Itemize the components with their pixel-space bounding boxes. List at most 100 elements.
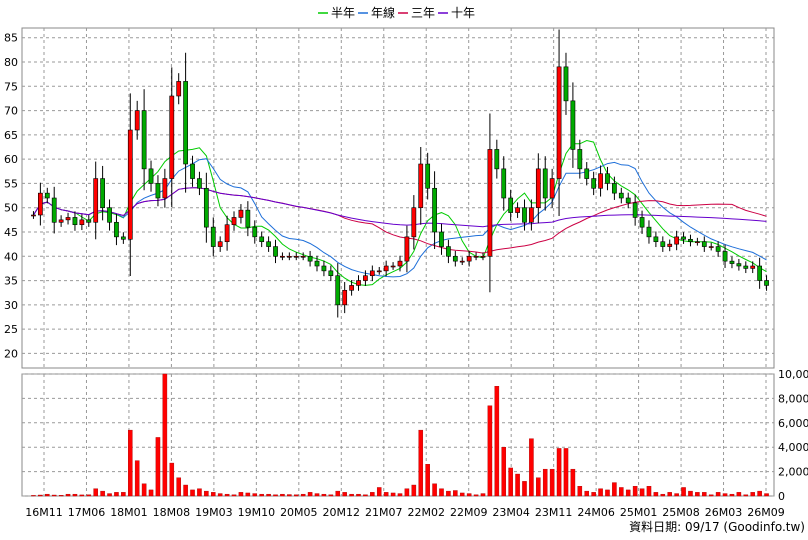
candle-body [79,219,85,226]
x-axis-tick: 18M01 [110,506,148,519]
axis-ticks: 20 25 30 35 40 45 50 55 60 65 70 75 80 85 0 2,000 4,000 6… [4,32,808,519]
volume-bar [107,493,112,497]
volume-bar [570,468,576,497]
legend-label: 半年 [331,6,355,20]
volume-bar [363,494,368,497]
candle-body [701,241,707,247]
candle-body [446,246,451,257]
volume-bar [750,492,755,497]
candle-body [598,173,603,189]
volume-bar [183,484,188,497]
candle-body [31,214,36,217]
volume-bar [674,493,679,497]
x-axis-tick: 22M09 [450,506,488,519]
volume-bar [245,492,251,497]
volume-bar [293,494,299,497]
x-axis-tick: 25M01 [620,506,658,519]
candle-body [224,224,230,243]
volume-bar [459,492,465,497]
volume-bar [335,490,341,497]
volume-bar [439,488,444,497]
candle-body [667,243,673,247]
candle-body [522,207,527,223]
volume-bar [356,493,361,497]
volume-bar [577,486,583,497]
candle-body [542,168,548,199]
legend-label: 三年 [411,6,435,20]
candle-body [280,255,285,258]
candle-body [286,255,292,258]
candle-body [618,192,624,199]
volume-bar [217,493,223,497]
x-axis-tick: 22M02 [407,506,445,519]
volume-bar [625,489,631,497]
candle-body [660,241,666,247]
volume-bar [549,468,555,497]
volume-bar [556,448,562,497]
volume-bar [563,448,569,497]
candle-body [127,129,133,240]
volume-bar [224,493,230,497]
candle-body [688,238,693,243]
candle-body [591,178,597,189]
candle-body [58,219,64,223]
candle-body [529,207,534,223]
volume-bar [287,494,292,497]
volume-bar [487,405,493,497]
volume-bar [38,494,43,497]
x-axis-tick: 19M10 [238,506,276,519]
price-axis-tick: 40 [4,250,18,263]
candle-body [584,168,590,179]
volume-bar [736,492,742,497]
candle-body [563,66,569,102]
volume-bar [529,438,534,497]
volume-bar [210,492,216,497]
candle-body [51,197,57,223]
volume-bar [404,488,410,497]
volume-bar [411,484,417,497]
price-axis-tick: 45 [4,226,18,239]
candle-body [314,260,320,267]
volume-bar [321,493,327,497]
x-axis-tick: 20M05 [280,506,318,519]
candle-body [210,226,216,247]
candle-body [134,110,140,131]
volume-bar [190,489,195,497]
volume-bar [72,493,78,497]
candle-body [508,197,514,213]
volume-axis-tick: 4,000 [778,441,808,454]
volume-bar [259,493,264,497]
candle-body [238,209,244,218]
volume-bar [757,490,762,497]
volume-bar [349,493,354,497]
volume-bar [328,494,334,497]
candle-body [363,275,368,281]
candle-body [44,192,50,199]
volume-bar [632,486,638,497]
candle-body [72,217,78,226]
volume-bar [342,492,347,497]
volume-bar [473,494,479,497]
x-axis-tick: 25M08 [662,506,700,519]
x-axis-tick: 26M03 [705,506,743,519]
legend-label: 十年 [451,6,475,20]
candle-body [494,149,500,170]
volume-axis-tick: 10,000 [778,368,808,381]
candle-body [169,95,175,179]
candlesticks [31,29,769,318]
candle-body [480,255,486,258]
volume-bar [536,477,541,497]
candle-body [625,197,631,204]
price-plot-area [21,27,775,369]
volume-bar [715,492,721,497]
candle-body [549,178,555,199]
candle-body [203,187,209,228]
candle-body [369,270,375,277]
volume-bar [667,492,672,497]
volume-bar [432,483,437,497]
volume-bar [176,477,181,497]
volume-bar [314,493,320,497]
volume-bar [494,386,500,497]
volume-axis-tick: 8,000 [778,392,808,405]
volume-bar [515,473,520,497]
